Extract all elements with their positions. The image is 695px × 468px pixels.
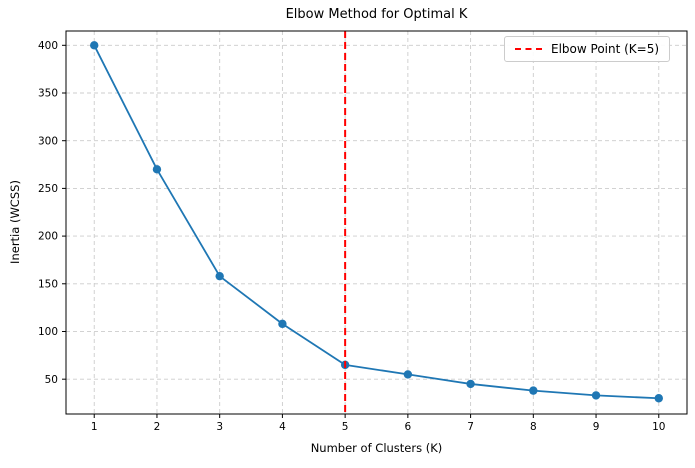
legend-box: Elbow Point (K=5) <box>504 36 671 62</box>
y-tick-label: 250 <box>38 183 58 195</box>
x-tick-label: 8 <box>530 421 537 433</box>
y-axis-label: Inertia (WCSS) <box>8 180 22 264</box>
data-point-marker <box>403 370 413 379</box>
chart-title: Elbow Method for Optimal K <box>285 7 468 22</box>
y-tick-label: 350 <box>38 88 58 100</box>
data-point-marker <box>90 41 99 50</box>
x-tick-label: 9 <box>593 421 600 433</box>
y-tick-labels: 50 100 150 200 250 300 350 400 <box>38 40 58 386</box>
x-tick-label: 6 <box>405 421 412 433</box>
series-markers <box>90 41 663 403</box>
y-tick-label: 150 <box>38 278 58 290</box>
plot-border <box>65 30 688 415</box>
x-tick-label: 3 <box>216 421 223 433</box>
x-axis-label: Number of Clusters (K) <box>310 441 443 455</box>
x-tick-label: 7 <box>467 421 474 433</box>
data-point-marker <box>654 394 663 403</box>
legend-entry-label: Elbow Point (K=5) <box>551 42 660 56</box>
inertia-line <box>93 44 659 400</box>
y-tick-label: 400 <box>38 40 58 52</box>
x-tick-label: 10 <box>652 421 665 433</box>
data-point-marker <box>529 386 538 395</box>
x-tick-label: 2 <box>154 421 161 433</box>
data-point-marker <box>278 319 287 329</box>
y-tick-label: 50 <box>45 374 58 386</box>
y-tick-label: 200 <box>38 231 58 243</box>
data-point-marker <box>215 271 224 281</box>
x-tick-label: 4 <box>279 421 286 433</box>
x-tick-label: 5 <box>342 421 349 433</box>
data-point-marker <box>591 391 601 400</box>
x-tick-label: 1 <box>91 421 98 433</box>
y-tick-label: 300 <box>38 135 58 147</box>
y-tick-label: 100 <box>38 326 58 338</box>
data-point-marker <box>152 165 162 174</box>
x-tick-labels: 1 2 3 4 5 6 7 8 9 10 <box>91 421 666 433</box>
axes-spines <box>65 30 688 415</box>
grid-lines <box>66 31 687 414</box>
series-line <box>93 44 659 400</box>
legend-dashed-line-icon <box>515 48 542 50</box>
data-point-marker <box>466 379 475 389</box>
axis-ticks <box>62 44 660 418</box>
